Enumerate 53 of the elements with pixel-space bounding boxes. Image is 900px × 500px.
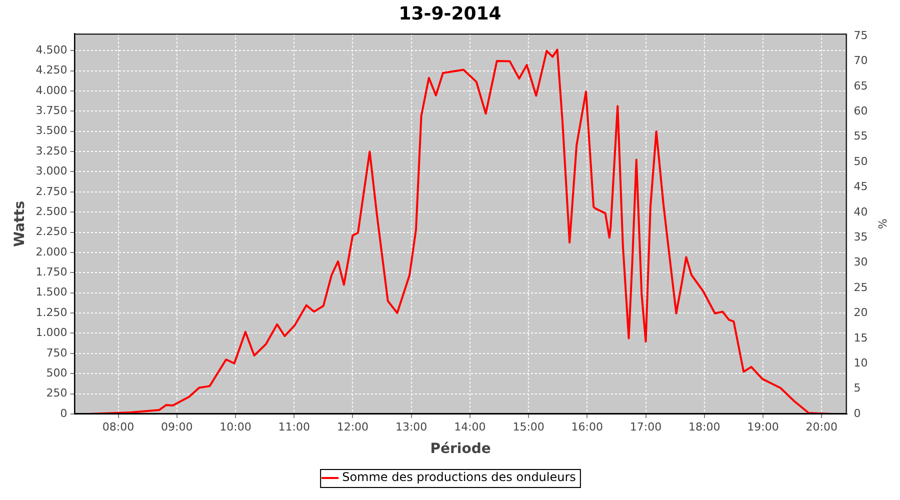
y2-tick-label: 30 — [854, 256, 868, 269]
y2-tick-label: 40 — [854, 205, 868, 218]
legend-label: Somme des productions des onduleurs — [342, 470, 576, 484]
y2-tick-label: 45 — [854, 180, 868, 194]
x-tick-label: 13:00 — [395, 420, 428, 434]
y-tick-label: 2.250 — [36, 225, 68, 238]
y2-axis-title: % — [876, 218, 889, 230]
y-tick-label: 1.000 — [36, 326, 68, 340]
y-tick-label: 500 — [46, 366, 68, 380]
y-tick-label: 2.500 — [36, 204, 68, 218]
y-tick-label: 3.250 — [36, 144, 68, 158]
x-tick-label: 12:00 — [336, 420, 369, 434]
y-tick-label: 2.750 — [36, 184, 68, 198]
y-tick-label: 1.750 — [36, 266, 68, 279]
x-tick-label: 09:00 — [161, 420, 193, 434]
y-tick-label: 4.250 — [36, 64, 68, 77]
y2-tick-label: 10 — [854, 356, 868, 370]
y-tick-label: 3.750 — [36, 104, 68, 117]
y2-tick-label: 35 — [854, 230, 868, 244]
x-tick-label: 08:00 — [102, 420, 134, 434]
x-tick-label: 15:00 — [512, 420, 544, 434]
x-tick-label: 14:00 — [454, 420, 486, 434]
y-tick-label: 4.000 — [36, 84, 68, 97]
y2-tick-label: 70 — [854, 54, 868, 68]
x-tick-label: 11:00 — [278, 420, 310, 434]
x-tick-label: 19:00 — [747, 420, 779, 434]
y2-tick-label: 60 — [854, 104, 868, 118]
x-tick-label: 18:00 — [688, 420, 720, 434]
x-tick-label: 10:00 — [220, 420, 252, 434]
x-tick-label: 20:00 — [806, 420, 838, 434]
chart-title: 13-9-2014 — [398, 3, 502, 24]
y-tick-label: 1.500 — [36, 286, 68, 299]
y2-tick-label: 25 — [854, 280, 868, 294]
y2-tick-label: 20 — [854, 306, 868, 320]
y-tick-label: 2.000 — [36, 245, 68, 258]
x-tick-label: 17:00 — [630, 420, 662, 434]
y-tick-label: 0 — [60, 406, 68, 420]
y2-tick-label: 0 — [854, 406, 861, 420]
x-axis-title: Période — [430, 441, 491, 458]
y2-tick-label: 50 — [854, 154, 868, 168]
y-tick-label: 3.500 — [36, 124, 68, 138]
y2-tick-label: 75 — [854, 28, 868, 42]
y2-tick-label: 15 — [854, 331, 868, 344]
y-tick-label: 1.250 — [36, 306, 68, 319]
y2-tick-label: 65 — [854, 79, 868, 92]
y-tick-label: 250 — [46, 386, 68, 400]
y2-tick-label: 5 — [854, 382, 861, 395]
y2-tick-label: 55 — [854, 130, 868, 143]
y-tick-label: 3.000 — [36, 164, 68, 178]
y-axis-title: Watts — [12, 200, 28, 247]
y-tick-label: 4.500 — [36, 43, 68, 56]
y-tick-label: 750 — [46, 346, 68, 360]
x-tick-label: 16:00 — [571, 420, 603, 434]
